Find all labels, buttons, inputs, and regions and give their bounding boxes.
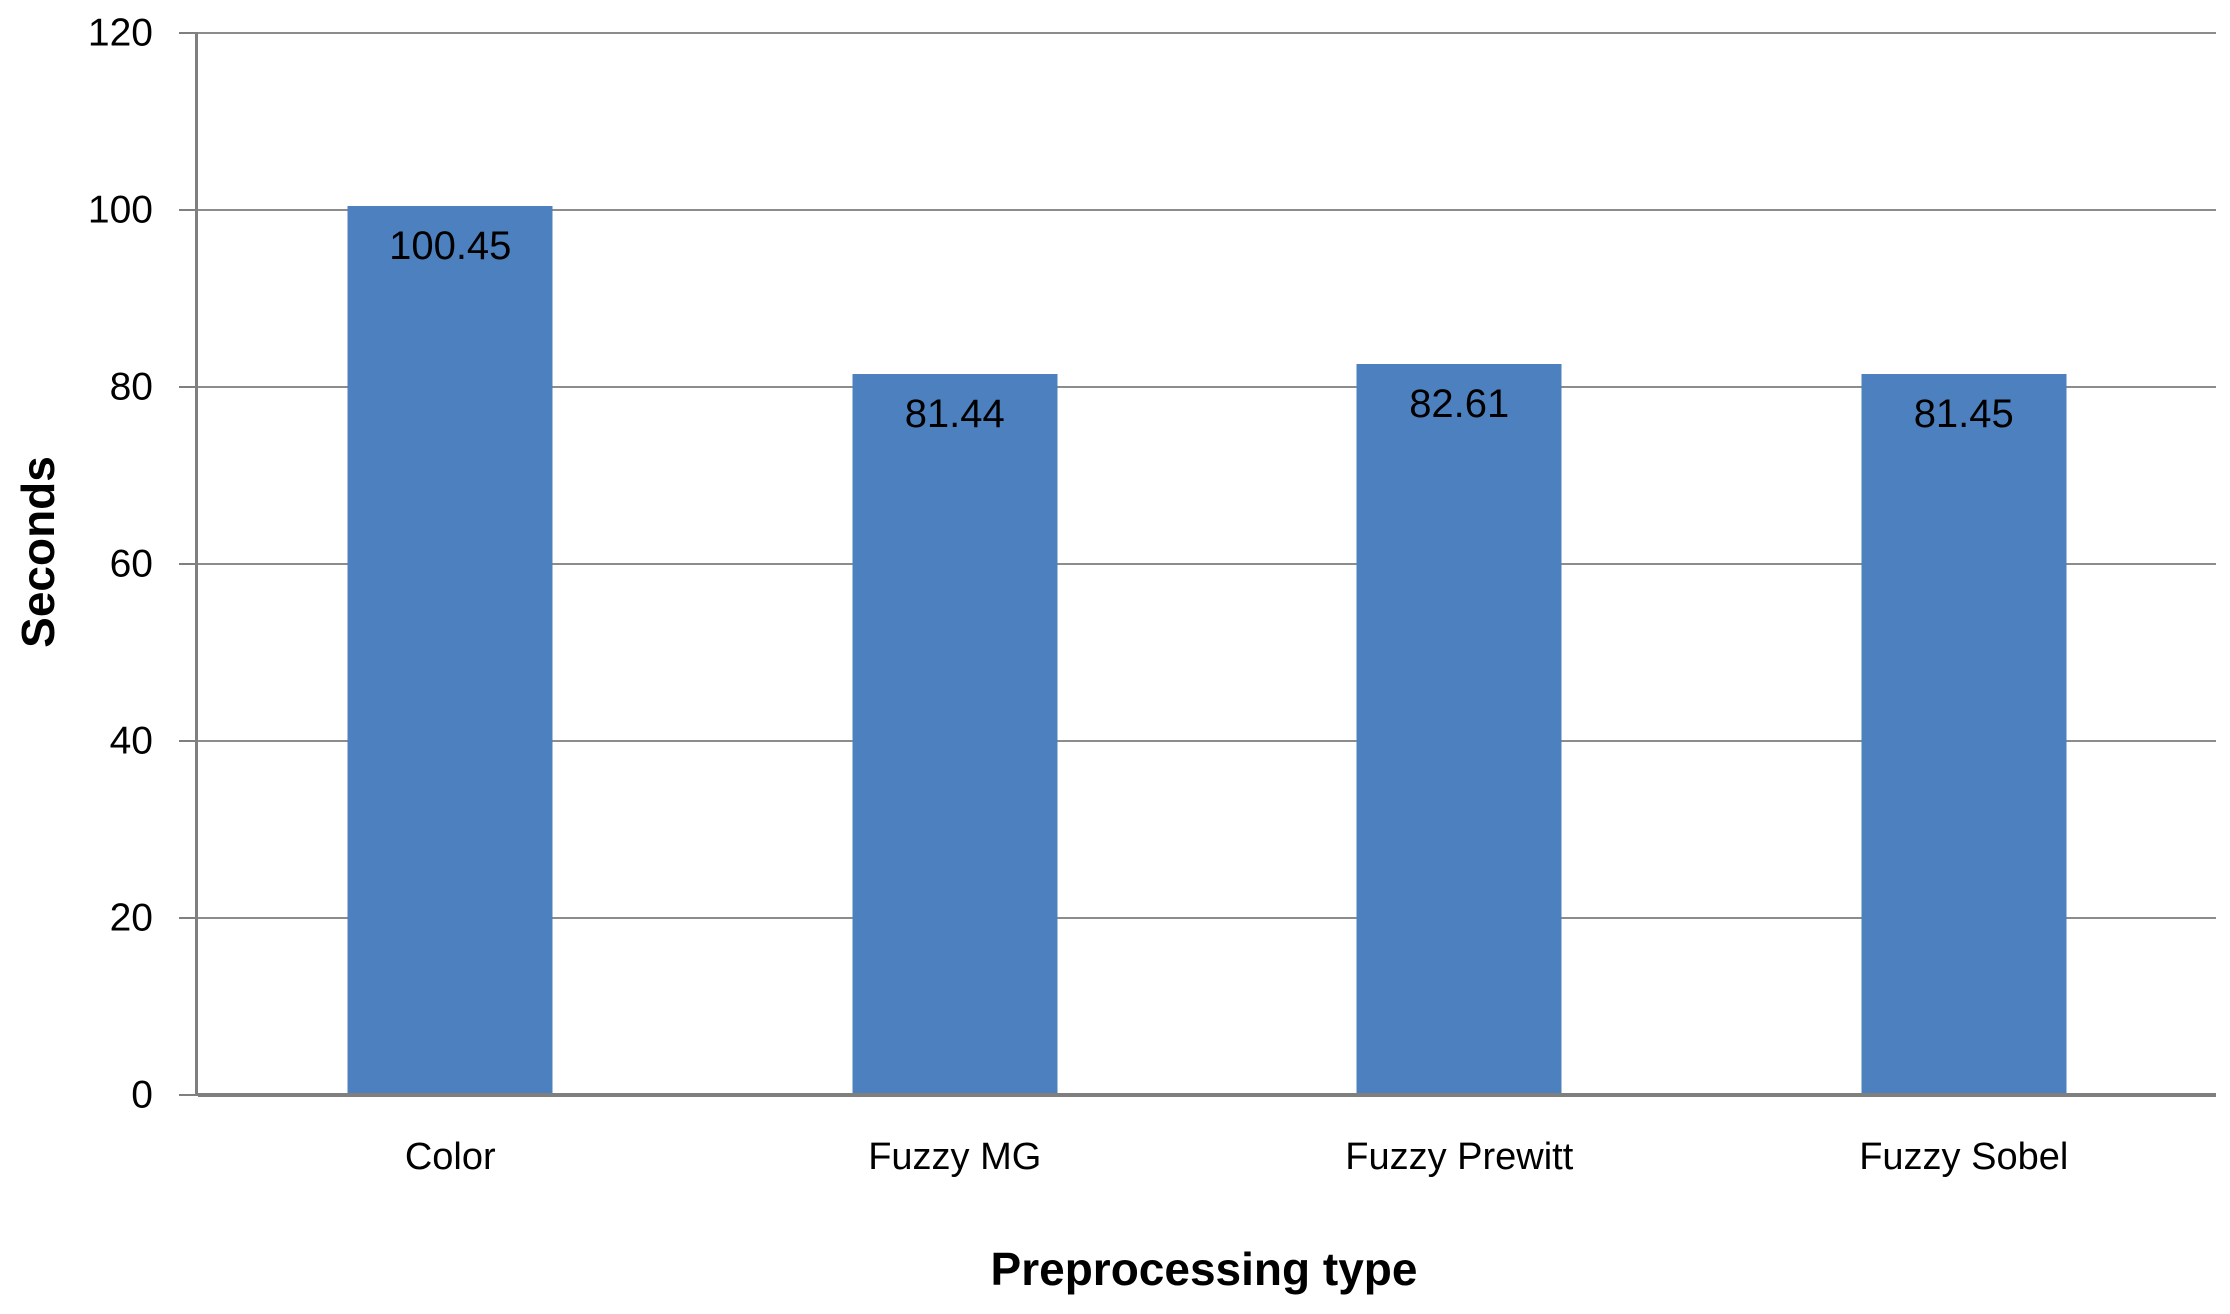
bar-fuzzy-prewitt: 82.61 (1356, 363, 1562, 1095)
bar-value-label: 82.61 (1409, 381, 1510, 426)
x-category-label: Color (404, 1136, 496, 1178)
bar-fuzzy-sobel: 81.45 (1861, 374, 2067, 1095)
y-gridline (198, 386, 2216, 388)
y-axis-tick (179, 386, 198, 388)
y-gridline (198, 209, 2216, 211)
y-gridline (198, 563, 2216, 565)
plot-area: 0 20 40 60 80 100 120 100.45 Color 81.44 Fuzzy MG 8… (88, 14, 2216, 1178)
x-axis-title: Preprocessing type (990, 1243, 1418, 1295)
y-gridline (198, 32, 2216, 34)
y-tick-label: 40 (109, 719, 153, 763)
y-axis-tick (179, 32, 198, 34)
y-gridline (198, 740, 2216, 742)
y-gridline (198, 917, 2216, 919)
y-tick-label: 20 (109, 896, 153, 940)
y-axis-tick (179, 1094, 198, 1096)
x-category-label: Fuzzy Sobel (1859, 1136, 2069, 1178)
bar-color: 100.45 (347, 206, 553, 1095)
y-axis-tick (179, 563, 198, 565)
y-tick-label: 80 (109, 365, 153, 409)
bar-fuzzy-mg: 81.44 (852, 374, 1058, 1095)
y-axis-tick (179, 209, 198, 211)
y-axis-tick (179, 917, 198, 919)
bar-value-label: 81.44 (904, 392, 1005, 437)
x-category-label: Fuzzy MG (868, 1136, 1042, 1178)
bar-value-label: 100.45 (389, 224, 512, 269)
x-axis-line (198, 1093, 2216, 1097)
bar-value-label: 81.45 (1913, 392, 2014, 437)
y-axis-tick (179, 740, 198, 742)
y-tick-label: 60 (109, 542, 153, 586)
y-tick-label: 0 (131, 1073, 153, 1117)
x-category-label: Fuzzy Prewitt (1345, 1136, 1574, 1178)
y-tick-label: 100 (87, 188, 153, 232)
y-tick-label: 120 (87, 11, 153, 55)
